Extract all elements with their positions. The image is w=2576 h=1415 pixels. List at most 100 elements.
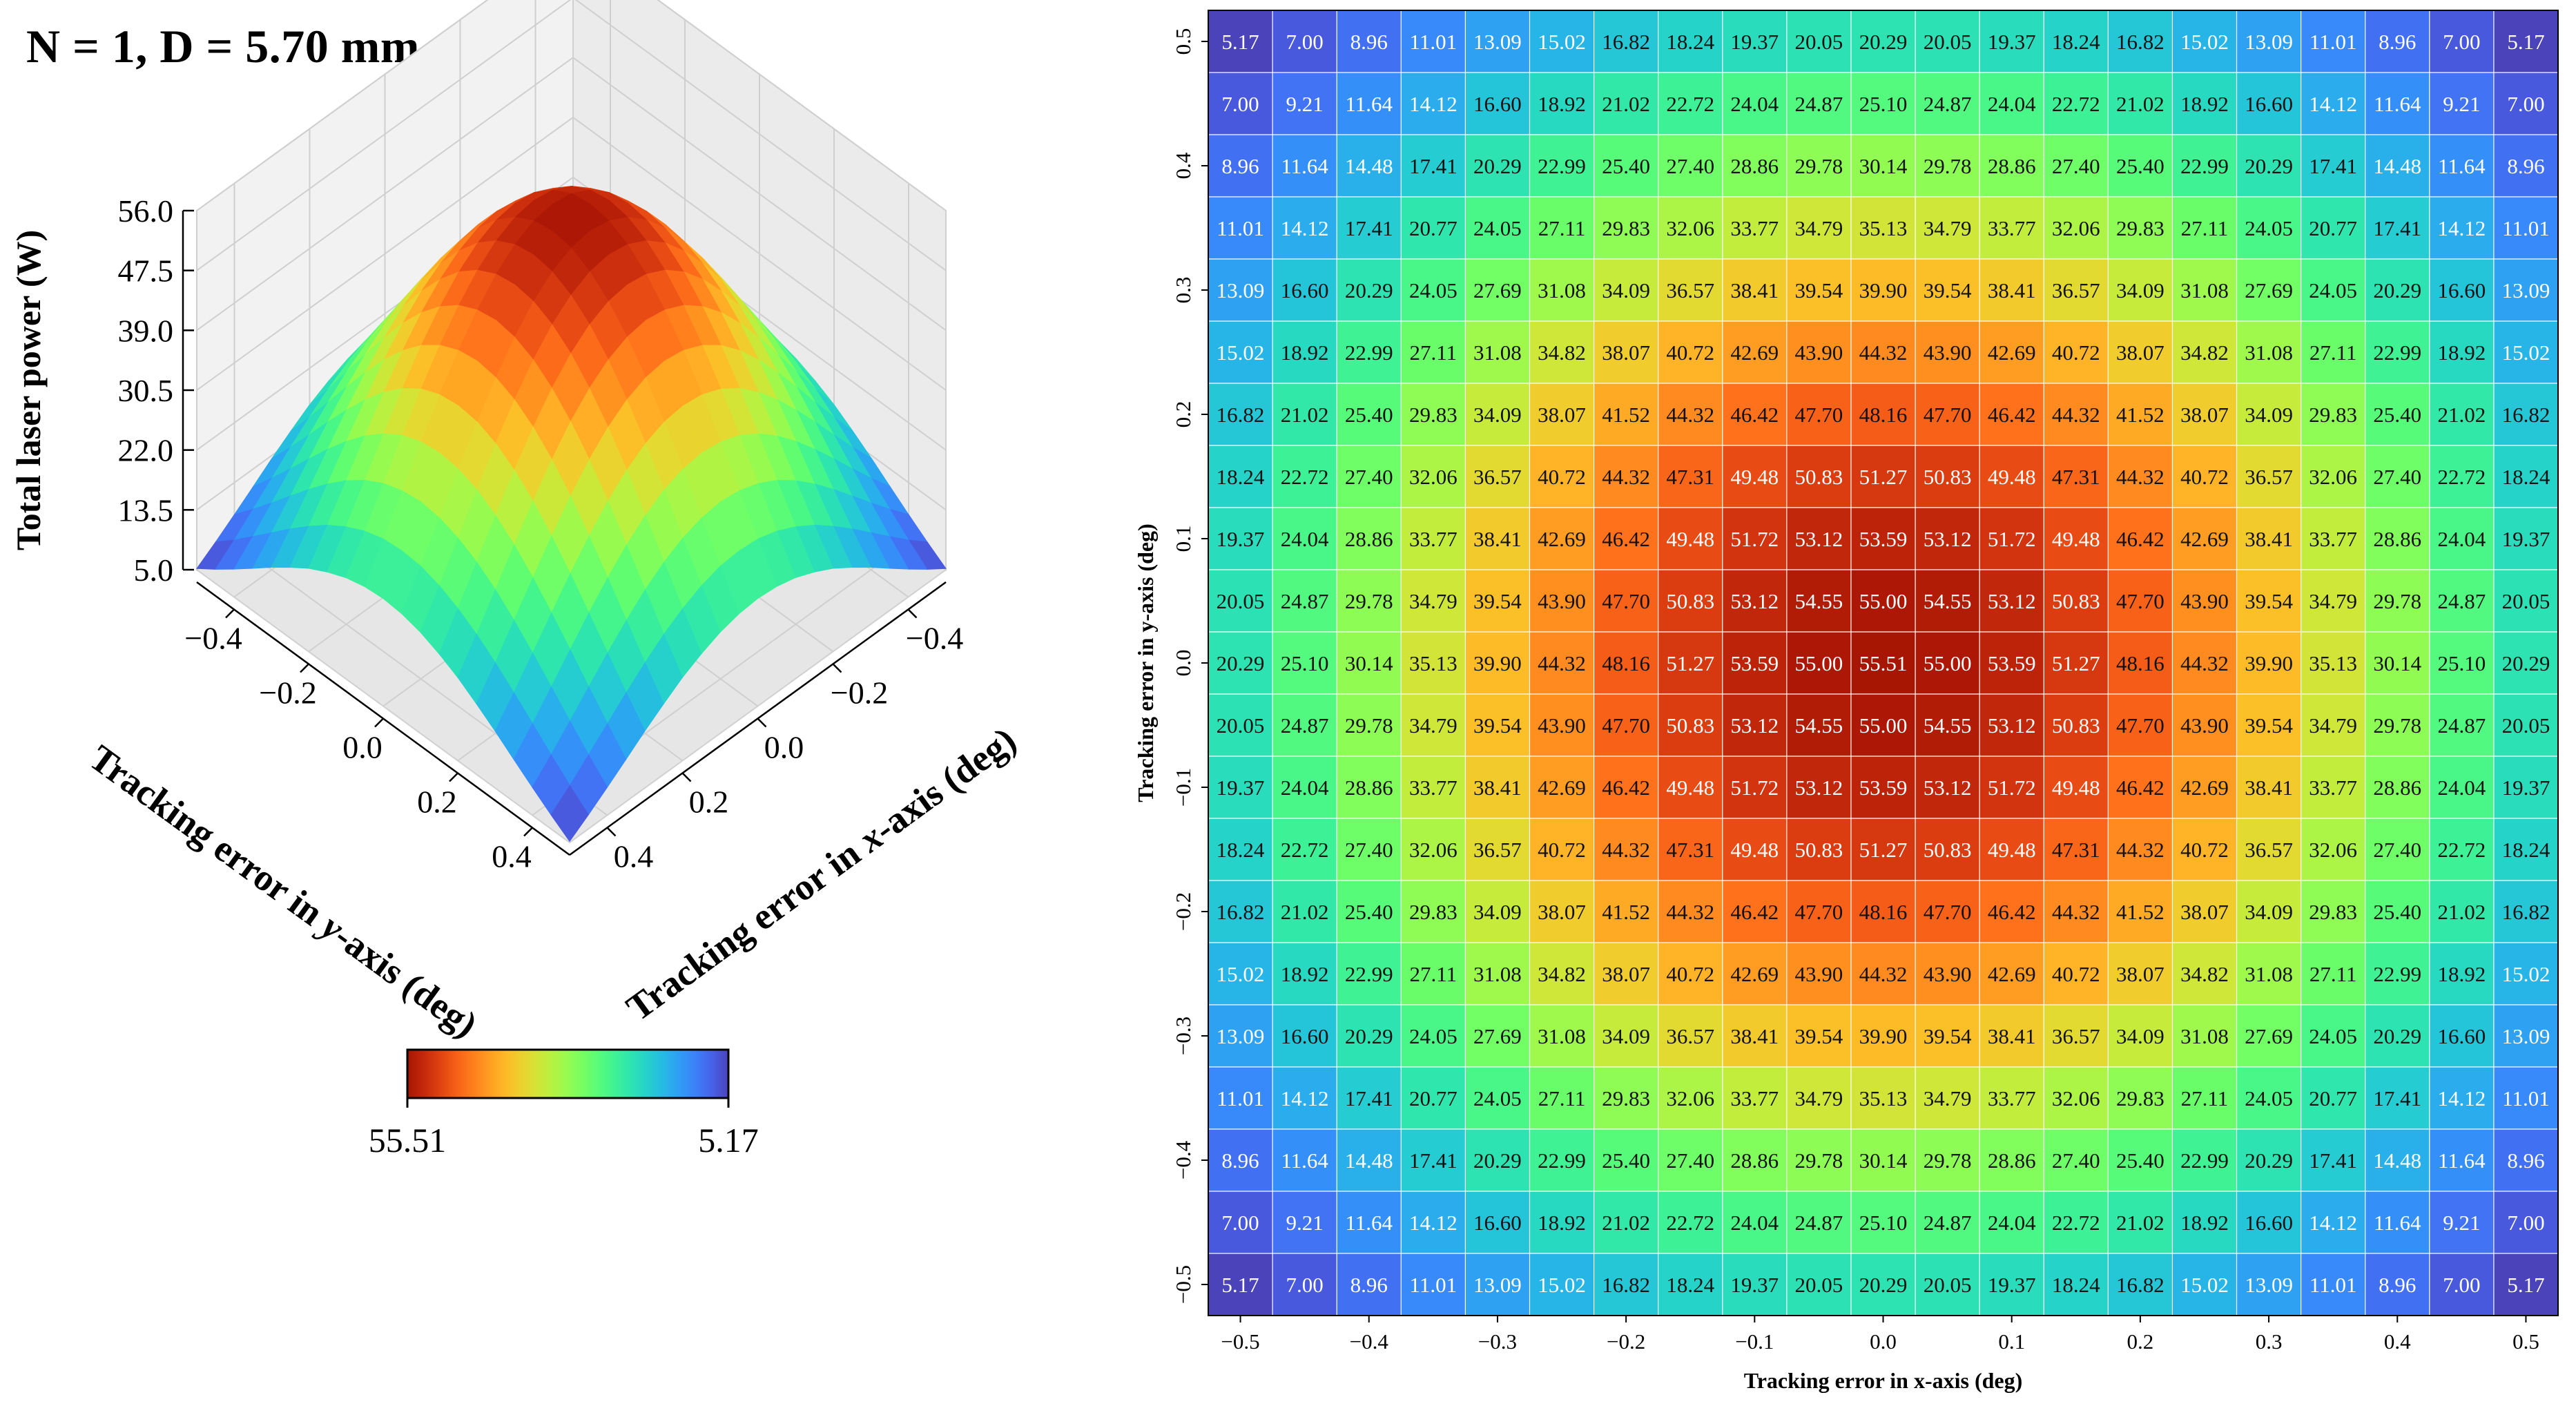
- heatmap-cell-label: 50.83: [1666, 713, 1714, 738]
- heatmap-cell: [1208, 1066, 1274, 1130]
- heatmap-cell-label: 18.92: [1538, 1211, 1586, 1235]
- heatmap-cell-label: 29.78: [1924, 154, 1972, 178]
- heatmap-cell-label: 24.04: [1730, 92, 1779, 116]
- heatmap-cell-label: 22.72: [2052, 1211, 2100, 1235]
- heatmap-cell: [1786, 1128, 1852, 1193]
- heatmap-cell-label: 51.72: [1988, 776, 2036, 800]
- heatmap-cell-label: 29.83: [1409, 900, 1458, 924]
- z-tick-label: 5.0: [134, 552, 174, 588]
- heatmap-cell-label: 43.90: [2180, 713, 2229, 738]
- heatmap-cell-label: 43.90: [1538, 589, 1586, 613]
- heatmap-cell-label: 18.92: [1538, 92, 1586, 116]
- heatmap-cell-label: 40.72: [1666, 962, 1714, 986]
- heatmap-cell-label: 33.77: [2309, 527, 2357, 551]
- heatmap-cell-label: 49.48: [1730, 838, 1779, 862]
- heatmap-cell-label: 13.09: [2502, 1024, 2550, 1048]
- y-tick-label: 0.3: [1171, 277, 1195, 304]
- heatmap-cell: [1593, 134, 1659, 198]
- heatmap-cell-label: 20.29: [2245, 154, 2293, 178]
- heatmap-cell-label: 20.05: [1217, 713, 1265, 738]
- heatmap-cell-label: 16.82: [2116, 30, 2165, 54]
- heatmap-cell-label: 24.87: [1924, 92, 1972, 116]
- heatmap-cell: [1593, 1253, 1659, 1317]
- heatmap-cell: [1979, 383, 2045, 447]
- heatmap-cell: [2043, 258, 2109, 323]
- heatmap-cell-label: 22.99: [1538, 1148, 1586, 1173]
- heatmap-cell-label: 32.06: [2052, 216, 2100, 240]
- z-tick-label: 47.5: [118, 253, 174, 289]
- heatmap-cell: [1529, 258, 1595, 323]
- heatmap-cell: [1722, 755, 1788, 820]
- heatmap-cell-label: 33.77: [1730, 1086, 1779, 1110]
- y-tick-label: 0.0: [1171, 650, 1195, 677]
- heatmap-cell-label: 34.79: [1924, 216, 1972, 240]
- heatmap-cell-label: 34.79: [1409, 713, 1458, 738]
- heatmap-cell-label: 24.05: [1409, 278, 1458, 302]
- heatmap-cell-label: 13.09: [1473, 1273, 1522, 1297]
- heatmap-cell: [1850, 631, 1917, 695]
- heatmap-cell: [1979, 258, 2045, 323]
- heatmap-cell: [2043, 134, 2109, 198]
- heatmap-cell-label: 7.00: [1221, 1211, 1259, 1235]
- heatmap-cell: [1722, 507, 1788, 571]
- heatmap-cell: [2301, 383, 2366, 447]
- x-tick-label: 0.0: [1870, 1329, 1897, 1354]
- heatmap-cell-label: 30.14: [1859, 1148, 1908, 1173]
- heatmap-cell: [2493, 1128, 2559, 1193]
- heatmap-cell-label: 29.78: [2373, 713, 2421, 738]
- heatmap-cell-label: 32.06: [2309, 838, 2357, 862]
- heatmap-cell-label: 9.21: [1286, 1211, 1324, 1235]
- heatmap-cell-label: 53.12: [1988, 589, 2036, 613]
- heatmap-cell-label: 50.83: [1924, 838, 1972, 862]
- heatmap-cell-label: 24.04: [1281, 527, 1329, 551]
- heatmap-cell-label: 40.72: [2052, 962, 2100, 986]
- heatmap-cell: [2107, 72, 2173, 136]
- heatmap-cell: [1400, 258, 1466, 323]
- heatmap-cell: [1208, 383, 1274, 447]
- heatmap-cell: [1464, 755, 1531, 820]
- heatmap-cell: [1979, 507, 2045, 571]
- heatmap-cell-label: 18.24: [1217, 838, 1265, 862]
- heatmap-cell-label: 39.90: [1859, 278, 1908, 302]
- heatmap-cell-label: 16.60: [1473, 1211, 1522, 1235]
- heatmap-cell: [2107, 10, 2173, 74]
- heatmap-cell: [2493, 569, 2559, 633]
- z-gridline: [196, 116, 947, 391]
- heatmap-cell-label: 24.05: [2309, 1024, 2357, 1048]
- heatmap-cell-label: 24.05: [1409, 1024, 1458, 1048]
- heatmap-cell: [2236, 1253, 2302, 1317]
- heatmap-cell-label: 22.72: [1666, 1211, 1714, 1235]
- heatmap-cell: [1336, 72, 1402, 136]
- heatmap-cell-label: 29.78: [1924, 1148, 1972, 1173]
- heatmap-cell-label: 27.40: [2373, 838, 2421, 862]
- heatmap-cell-label: 33.77: [1988, 1086, 2036, 1110]
- heatmap-cell-label: 19.37: [2502, 776, 2550, 800]
- heatmap-cell: [1272, 1191, 1338, 1255]
- heatmap-cell: [1658, 1128, 1723, 1193]
- x-tick-label: −0.2: [831, 675, 888, 711]
- heatmap-cell: [2171, 1128, 2238, 1193]
- heatmap-cell-label: 15.02: [1538, 30, 1586, 54]
- y-tick-label: −0.4: [184, 621, 242, 656]
- heatmap-cell: [1593, 755, 1659, 820]
- heatmap-cell-label: 38.41: [1988, 278, 2036, 302]
- heatmap-cell-label: 20.29: [2373, 1024, 2421, 1048]
- heatmap-cell-label: 38.41: [1730, 278, 1779, 302]
- heatmap-cell-label: 14.12: [2309, 92, 2357, 116]
- y-tick: [449, 772, 458, 782]
- heatmap-cell: [2493, 1191, 2559, 1255]
- heatmap-cell-label: 25.10: [2437, 651, 2486, 675]
- heatmap-cell: [1722, 631, 1788, 695]
- heatmap-cell: [2429, 134, 2495, 198]
- heatmap-cell-label: 28.86: [1730, 154, 1779, 178]
- heatmap-cell-label: 53.59: [1988, 651, 2036, 675]
- heatmap-cell-label: 18.92: [1281, 340, 1329, 365]
- heatmap-cell-label: 17.41: [1409, 1148, 1458, 1173]
- x-tick-label: 0.0: [764, 730, 804, 765]
- heatmap-cell-label: 22.72: [1281, 465, 1329, 489]
- heatmap-cell: [1850, 383, 1917, 447]
- heatmap-cell: [1336, 755, 1402, 820]
- heatmap-cell-label: 14.12: [1281, 1086, 1329, 1110]
- y-tick-label: 0.2: [417, 784, 457, 820]
- heatmap-cell-label: 22.72: [1281, 838, 1329, 862]
